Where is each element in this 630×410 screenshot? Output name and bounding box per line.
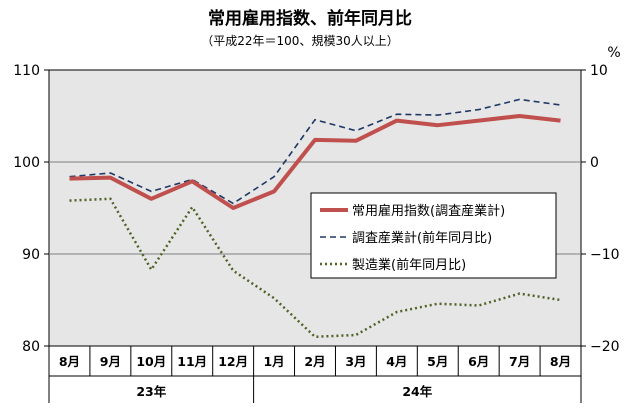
category-label: 9月 (100, 354, 121, 369)
right-axis: −20 −10 0 10 (581, 63, 620, 355)
category-label: 12月 (218, 354, 248, 369)
series-line-0 (69, 114, 561, 210)
legend: 常用雇用指数(調査産業計) 調査産業計(前年同月比) 製造業(前年同月比) (310, 192, 557, 279)
right-tick-label: 10 (590, 63, 608, 79)
legend-label-manufacturing: 製造業(前年同月比) (352, 257, 466, 273)
category-label: 5月 (427, 354, 448, 369)
category-label: 7月 (509, 354, 530, 369)
category-label: 4月 (386, 354, 407, 369)
right-tick-label: 0 (590, 155, 599, 171)
legend-box (310, 192, 557, 279)
chart-subtitle: （平成22年＝100、規模30人以上） (201, 33, 398, 48)
year-label: 23年 (136, 384, 166, 399)
series-line-1 (69, 98, 561, 205)
left-tick-label: 110 (13, 63, 40, 79)
category-label: 2月 (304, 354, 325, 369)
year-label: 24年 (402, 384, 432, 399)
left-axis: 80 90 100 110 (13, 63, 49, 355)
category-label: 6月 (468, 354, 489, 369)
left-tick-label: 80 (22, 339, 40, 355)
right-tick-label: −20 (590, 339, 620, 355)
category-label: 10月 (136, 354, 166, 369)
left-tick-label: 100 (13, 155, 40, 171)
category-label: 3月 (345, 354, 366, 369)
left-tick-label: 90 (22, 247, 40, 263)
legend-label-all-industries: 調査産業計(前年同月比) (352, 230, 492, 246)
legend-label-employment-index: 常用雇用指数(調査産業計) (352, 203, 505, 219)
series-layer (69, 98, 561, 339)
right-axis-unit: % (607, 45, 620, 61)
category-label: 11月 (177, 354, 207, 369)
category-label: 8月 (550, 354, 571, 369)
chart-title: 常用雇用指数、前年同月比 (208, 8, 412, 29)
category-table: 8月 9月 10月 11月 12月 1月 2月 3月 4月 5月 6月 7月 8月 23年 24年 (48, 346, 582, 403)
right-tick-label: −10 (590, 247, 620, 263)
category-label: 1月 (263, 354, 284, 369)
category-label: 8月 (59, 354, 80, 369)
